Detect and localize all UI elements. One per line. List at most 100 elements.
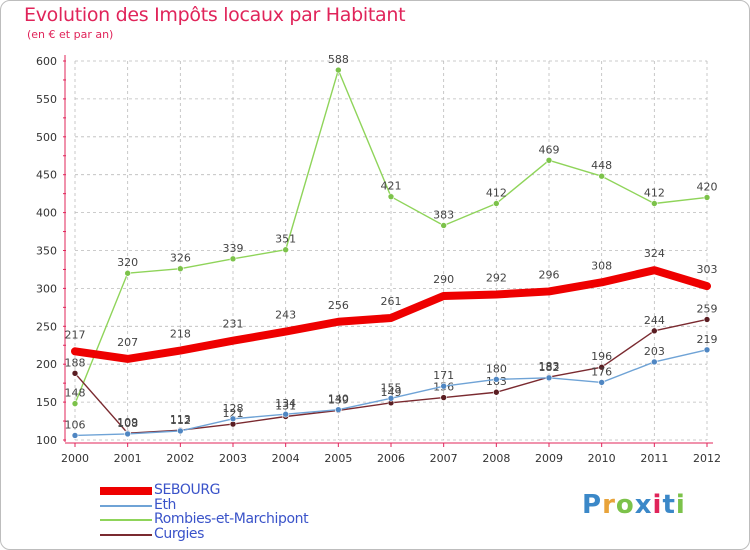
data-point — [545, 156, 553, 164]
legend-item: SEBOURG — [100, 482, 360, 498]
data-label: 109 — [117, 416, 138, 429]
data-point — [545, 374, 553, 382]
data-label: 219 — [697, 333, 718, 346]
data-label: 421 — [381, 180, 402, 193]
data-label: 106 — [65, 418, 86, 431]
data-label: 112 — [170, 414, 191, 427]
data-point — [493, 388, 500, 396]
data-point — [440, 382, 447, 390]
data-point — [440, 394, 447, 401]
data-point — [282, 246, 289, 254]
data-label: 113 — [170, 413, 191, 426]
data-label: 588 — [328, 53, 349, 66]
x-tick-label: 2004 — [272, 452, 300, 465]
logo-letter: t — [662, 490, 676, 520]
y-tick-label: 550 — [36, 93, 57, 106]
data-label: 256 — [328, 299, 349, 312]
data-label: 339 — [223, 242, 244, 255]
data-label: 140 — [328, 393, 349, 406]
y-tick-label: 150 — [36, 396, 57, 409]
legend-item: Eth — [100, 496, 360, 513]
data-point — [387, 193, 395, 200]
data-label: 308 — [591, 259, 612, 272]
data-label: 448 — [591, 159, 612, 172]
data-label: 171 — [433, 369, 454, 382]
data-label: 217 — [65, 328, 86, 341]
data-label: 155 — [381, 381, 402, 394]
legend-swatch — [100, 519, 152, 521]
chart-title: Evolution des Impôts locaux par Habitant — [24, 4, 406, 26]
data-point — [229, 415, 237, 423]
data-point — [703, 194, 711, 201]
legend-swatch — [100, 533, 152, 536]
x-tick-label: 2003 — [219, 452, 247, 465]
y-tick-label: 300 — [36, 282, 57, 295]
data-label: 383 — [433, 208, 454, 221]
data-point — [387, 395, 395, 402]
data-point — [229, 255, 237, 263]
data-point — [71, 400, 79, 407]
data-label: 180 — [486, 362, 507, 375]
data-label: 218 — [170, 328, 191, 341]
data-label: 131 — [275, 400, 296, 413]
data-label: 324 — [644, 247, 665, 260]
data-point — [335, 406, 342, 413]
logo-letter: r — [602, 490, 616, 520]
x-tick-label: 2008 — [482, 452, 510, 465]
data-label: 207 — [117, 336, 138, 349]
data-point — [282, 410, 289, 418]
data-point — [124, 269, 131, 277]
x-tick-label: 2006 — [377, 452, 405, 465]
y-tick-label: 500 — [36, 131, 57, 144]
data-label: 303 — [697, 263, 718, 276]
data-point — [71, 369, 79, 377]
data-point — [703, 316, 711, 323]
data-label: 183 — [539, 360, 560, 373]
data-label: 176 — [591, 365, 612, 378]
legend-label: Curgies — [154, 525, 205, 542]
y-tick-label: 450 — [36, 169, 57, 182]
legend-item: Rombies-et-Marchipont — [100, 511, 360, 527]
data-label: 134 — [275, 397, 296, 410]
x-tick-label: 2011 — [640, 452, 668, 465]
data-point — [598, 172, 605, 180]
data-point — [651, 327, 658, 335]
data-label: 108 — [117, 417, 138, 430]
data-label: 243 — [275, 309, 296, 322]
data-label: 351 — [275, 233, 296, 246]
data-point — [124, 430, 131, 438]
data-point — [335, 66, 342, 74]
x-tick-label: 2001 — [114, 452, 142, 465]
data-label: 326 — [170, 252, 191, 265]
data-label: 149 — [381, 386, 402, 399]
x-tick-label: 2012 — [693, 452, 721, 465]
logo-letter: P — [582, 490, 603, 520]
x-tick-label: 2007 — [430, 452, 458, 465]
data-point — [651, 200, 658, 207]
data-point — [703, 346, 711, 354]
data-label: 420 — [697, 180, 718, 193]
data-label: 290 — [433, 273, 454, 286]
data-label: 412 — [644, 187, 665, 200]
x-tick-label: 2009 — [535, 452, 563, 465]
data-label: 261 — [381, 295, 402, 308]
data-label: 259 — [697, 302, 718, 315]
data-point — [493, 200, 500, 207]
logo-letter: i — [675, 490, 686, 520]
legend-item: Curgies — [100, 525, 360, 542]
legend-swatch — [100, 504, 152, 507]
data-label: 296 — [539, 268, 560, 281]
data-point — [598, 363, 605, 371]
y-tick-label: 600 — [36, 55, 57, 68]
y-tick-label: 200 — [36, 358, 57, 371]
x-tick-label: 2002 — [166, 452, 194, 465]
data-label: 188 — [65, 356, 86, 369]
data-label: 320 — [117, 256, 138, 269]
data-label: 148 — [65, 387, 86, 400]
data-label: 139 — [328, 393, 349, 406]
data-label: 292 — [486, 271, 507, 284]
legend-label: Eth — [154, 496, 177, 513]
logo-letter: x — [634, 490, 653, 520]
data-label: 196 — [591, 350, 612, 363]
